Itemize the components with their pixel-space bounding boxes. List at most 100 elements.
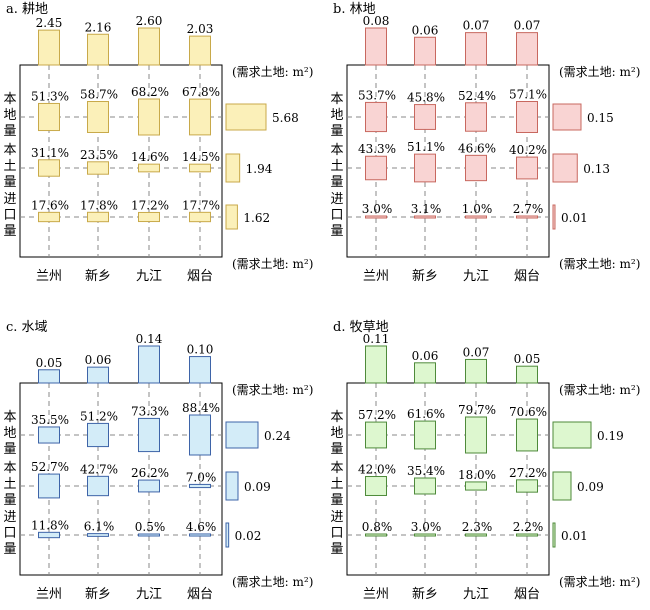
share-label: 31.1% (31, 146, 69, 160)
share-label: 67.8% (182, 85, 220, 99)
category-label: 新乡 (412, 268, 438, 284)
share-label: 46.6% (458, 141, 496, 155)
total-demand-bar (189, 356, 211, 384)
share-label: 11.8% (31, 518, 69, 532)
row-total-label: 1.62 (243, 211, 270, 225)
row-label-char: 地 (3, 426, 16, 441)
total-demand-bar (87, 33, 109, 66)
share-bar (465, 481, 487, 491)
share-label: 51.3% (31, 89, 69, 103)
category-label: 兰州 (363, 587, 389, 602)
category-label: 新乡 (85, 586, 111, 602)
share-label: 57.2% (358, 408, 396, 422)
share-bar (414, 153, 436, 183)
row-label-char: 量 (3, 175, 16, 190)
total-demand-label: 0.07 (463, 19, 490, 33)
row-total-label: 5.68 (272, 111, 299, 125)
share-label: 61.6% (407, 407, 445, 421)
row-total-bar (552, 471, 572, 501)
total-demand-label: 2.45 (36, 16, 63, 30)
row-total-bar (225, 204, 238, 230)
total-demand-label: 0.08 (363, 14, 390, 28)
share-bar (87, 422, 109, 448)
share-label: 6.1% (84, 520, 115, 534)
row-label-char: 量 (3, 542, 16, 557)
row-label-char: 地 (330, 426, 343, 441)
share-bar (189, 211, 211, 223)
row-label-char: 量 (330, 493, 343, 508)
share-bar (414, 104, 436, 130)
row-label-char: 进 (330, 510, 343, 525)
unit-label-top: (需求土地: m²) (559, 383, 640, 397)
category-label: 兰州 (36, 269, 62, 284)
row-label-char: 土 (330, 477, 343, 492)
total-demand-bar (516, 365, 538, 384)
total-demand-bar (414, 362, 436, 384)
total-demand-bar (516, 32, 538, 66)
share-label: 3.0% (411, 520, 442, 534)
share-label: 4.6% (186, 520, 217, 534)
row-total-bar (225, 421, 259, 449)
share-bar (189, 533, 211, 537)
row-total-bar (225, 153, 241, 183)
category-label: 烟台 (187, 587, 213, 602)
total-demand-label: 2.03 (187, 22, 214, 36)
share-bar (87, 533, 109, 537)
category-label: 兰州 (36, 587, 62, 602)
share-bar (414, 420, 436, 450)
category-label: 九江 (136, 587, 162, 602)
share-label: 0.5% (135, 520, 166, 534)
row-total-label: 0.19 (597, 429, 624, 443)
share-label: 3.0% (362, 202, 393, 216)
row-total-label: 0.01 (561, 211, 588, 225)
share-label: 43.3% (358, 142, 396, 156)
panel-frame (19, 382, 223, 576)
row-total-label: 0.24 (264, 429, 291, 443)
total-demand-bar (138, 345, 160, 384)
share-label: 14.6% (131, 150, 169, 164)
share-label: 7.0% (186, 470, 217, 484)
row-label-char: 量 (330, 124, 343, 139)
share-bar (414, 533, 436, 537)
share-bar (414, 215, 436, 219)
total-demand-label: 2.16 (85, 20, 112, 34)
share-bar (516, 533, 538, 537)
row-label-char: 口 (330, 208, 343, 223)
share-bar (138, 211, 160, 223)
panel-frame (346, 382, 550, 576)
total-demand-bar (465, 32, 487, 66)
total-demand-label: 0.07 (514, 19, 541, 33)
share-bar (138, 163, 160, 173)
row-label-char: 土 (330, 159, 343, 174)
row-label-char: 本 (3, 92, 16, 107)
share-bar (365, 476, 387, 496)
share-bar (516, 418, 538, 452)
category-label: 烟台 (514, 269, 540, 284)
share-bar (516, 156, 538, 180)
row-total-label: 0.01 (561, 529, 588, 543)
share-label: 26.2% (131, 466, 169, 480)
category-label: 烟台 (187, 269, 213, 284)
total-demand-label: 0.07 (463, 345, 490, 359)
share-bar (38, 159, 60, 177)
category-label: 九江 (463, 269, 489, 284)
total-demand-label: 0.10 (187, 343, 214, 357)
share-bar (38, 531, 60, 539)
share-bar (87, 475, 109, 497)
share-bar (516, 215, 538, 219)
row-label-char: 本 (330, 461, 343, 476)
row-label-char: 口 (3, 526, 16, 541)
row-total-label: 0.09 (577, 480, 604, 494)
row-total-bar (552, 204, 556, 230)
row-total-label: 0.02 (235, 529, 262, 543)
share-bar (465, 416, 487, 454)
share-bar (516, 101, 538, 133)
share-bar (38, 102, 60, 132)
category-label: 兰州 (363, 269, 389, 284)
share-bar (138, 479, 160, 493)
total-demand-label: 0.05 (514, 352, 541, 366)
row-label-char: 地 (3, 108, 16, 123)
total-demand-label: 0.05 (36, 356, 63, 370)
